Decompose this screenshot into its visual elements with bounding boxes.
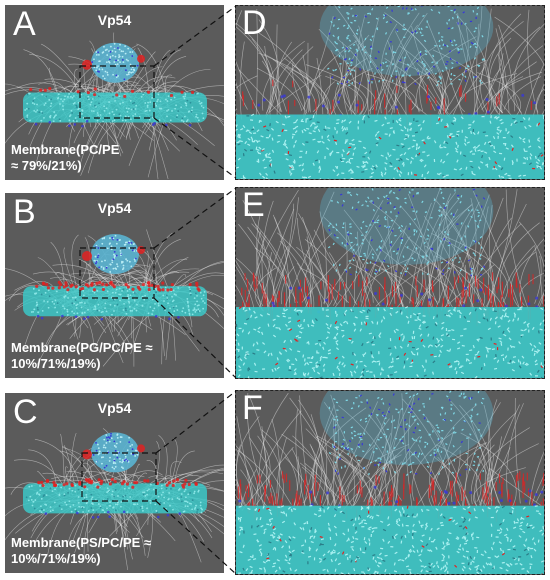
panel-label-d: D (242, 5, 267, 42)
protein-label-b: Vp54 (97, 200, 132, 216)
zoom-image-e (236, 188, 544, 378)
panel-label-c: C (13, 393, 38, 431)
protein-label-a: Vp54 (97, 12, 132, 28)
panel-f: F (235, 390, 545, 575)
zoom-image-f (236, 391, 544, 574)
panel-e: E (235, 187, 545, 379)
panel-c: C Vp54 Membrane(PS/PC/PE ≈ 10%/71%/19%) (5, 393, 224, 573)
protein-label-c: Vp54 (97, 400, 132, 416)
panel-label-a: A (13, 5, 36, 43)
membrane-label-b: Membrane(PG/PC/PE ≈ 10%/71%/19%) (11, 340, 153, 372)
panel-label-e: E (242, 187, 265, 224)
zoom-image-d (236, 6, 544, 179)
panel-label-b: B (13, 193, 36, 231)
panel-label-f: F (242, 390, 263, 427)
membrane-label-c: Membrane(PS/PC/PE ≈ 10%/71%/19%) (11, 535, 152, 567)
membrane-label-a: Membrane(PC/PE ≈ 79%/21%) (11, 142, 120, 174)
panel-d: D (235, 5, 545, 180)
panel-b: B Vp54 Membrane(PG/PC/PE ≈ 10%/71%/19%) (5, 193, 224, 378)
panel-a: A Vp54 Membrane(PC/PE ≈ 79%/21%) (5, 5, 224, 180)
